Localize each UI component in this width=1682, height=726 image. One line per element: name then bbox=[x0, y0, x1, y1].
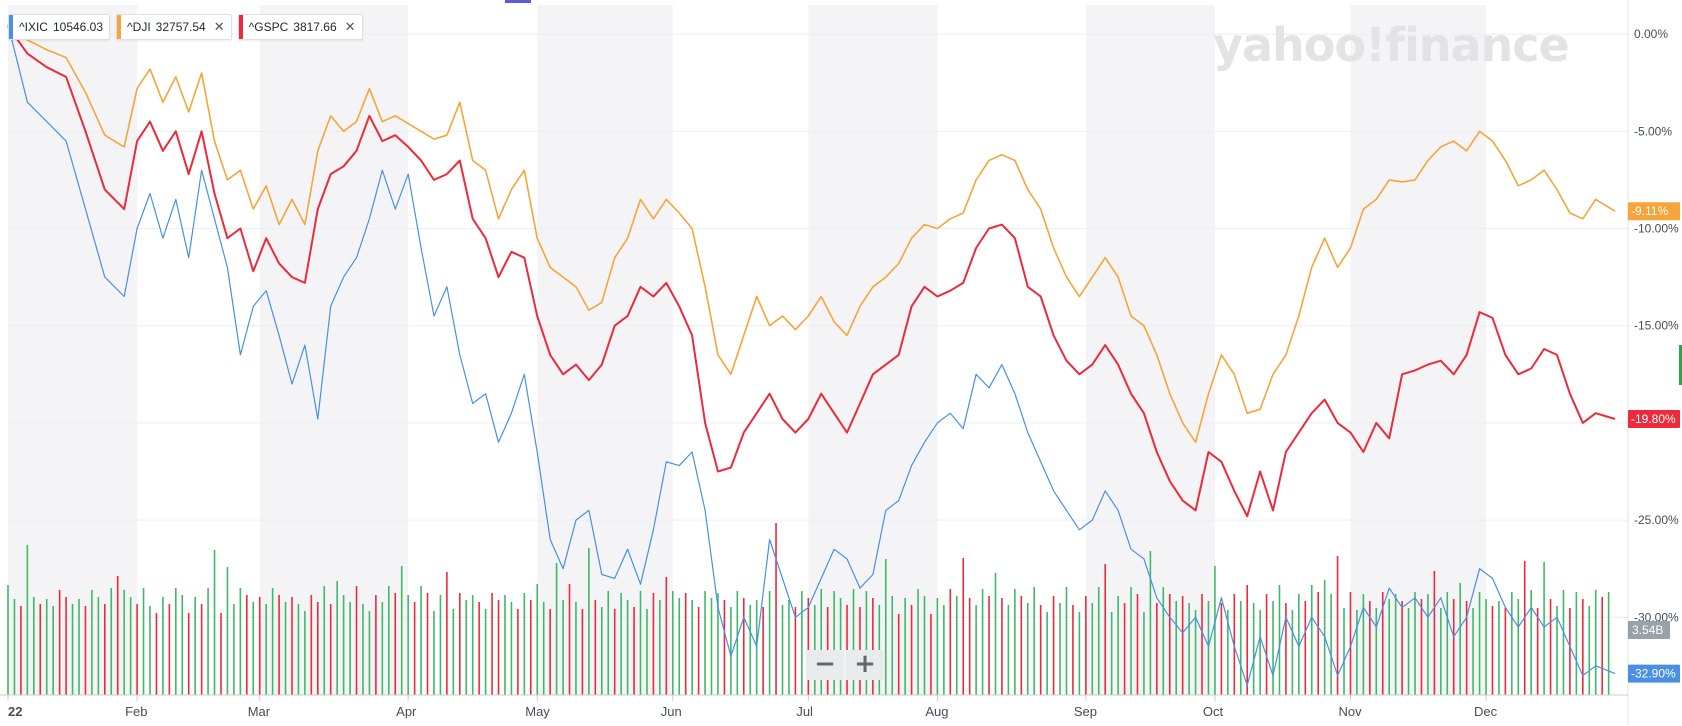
legend-symbol: ^GSPC bbox=[248, 20, 289, 34]
yahoo-finance-watermark: yahoo!finance bbox=[1213, 18, 1570, 72]
end-labels: -32.90% -9.11% -19.80% 3.54B bbox=[1628, 202, 1680, 683]
series-line-gspc bbox=[7, 25, 1616, 518]
legend-swatch bbox=[117, 15, 122, 39]
x-tick-label: Jul bbox=[796, 704, 813, 719]
range-indicator bbox=[505, 0, 531, 3]
x-tick-label: Jun bbox=[661, 704, 682, 719]
y-tick-label: -5.00% bbox=[1634, 124, 1672, 138]
y-tick-label: -30.00% bbox=[1634, 610, 1679, 624]
x-tick-label: Oct bbox=[1203, 704, 1224, 719]
end-label: -32.90% bbox=[1631, 667, 1676, 681]
x-tick-label: Feb bbox=[125, 704, 147, 719]
y-tick-label: 0.00% bbox=[1634, 27, 1668, 41]
end-label: -19.80% bbox=[1631, 412, 1676, 426]
zoom-in-button[interactable]: + bbox=[846, 650, 884, 680]
zoom-out-button[interactable]: − bbox=[806, 650, 844, 680]
legend-symbol: ^DJI bbox=[127, 20, 151, 34]
legend-value: 32757.54 bbox=[155, 20, 206, 34]
x-axis: 22 Feb Mar Apr May Jun Jul Aug Sep Oct Nov Dec bbox=[0, 694, 1628, 719]
legend-symbol: ^IXIC bbox=[19, 20, 48, 34]
legend-chip-dji[interactable]: ^DJI 32757.54 ✕ bbox=[116, 14, 232, 40]
x-tick-label: Apr bbox=[396, 704, 417, 719]
legend-swatch bbox=[9, 15, 13, 39]
scroll-handle[interactable] bbox=[1679, 345, 1682, 385]
y-tick-label: -15.00% bbox=[1634, 319, 1679, 333]
series-line-dji bbox=[7, 25, 1616, 444]
volume-label: 3.54B bbox=[1632, 623, 1663, 637]
legend: ^IXIC 10546.03 ^DJI 32757.54 ✕ ^GSPC 381… bbox=[8, 14, 363, 40]
month-band bbox=[259, 5, 409, 695]
y-tick-label: -10.00% bbox=[1634, 222, 1679, 236]
zoom-controls: − + bbox=[806, 650, 884, 680]
volume-badge bbox=[1628, 621, 1670, 639]
legend-value: 3817.66 bbox=[293, 20, 337, 34]
end-label-badge bbox=[1628, 664, 1680, 683]
legend-swatch bbox=[238, 15, 243, 39]
close-icon[interactable]: ✕ bbox=[344, 19, 356, 34]
end-label: -9.11% bbox=[1631, 204, 1668, 218]
legend-chip-ixic[interactable]: ^IXIC 10546.03 bbox=[8, 14, 111, 40]
month-band bbox=[537, 5, 673, 695]
month-band bbox=[808, 5, 938, 695]
month-band bbox=[1350, 5, 1487, 695]
legend-value: 10546.03 bbox=[52, 20, 104, 34]
month-bands bbox=[8, 5, 1487, 695]
x-tick-label: Mar bbox=[248, 704, 271, 719]
x-tick-label: May bbox=[525, 704, 550, 719]
y-axis: 0.00%-5.00%-10.00%-15.00%-20.00%-25.00%-… bbox=[1627, 0, 1679, 726]
x-tick-label: 22 bbox=[8, 704, 22, 719]
end-label-badge bbox=[1628, 202, 1680, 221]
end-label-badge bbox=[1628, 410, 1680, 428]
series-lines bbox=[7, 24, 1616, 686]
close-icon[interactable]: ✕ bbox=[213, 19, 225, 34]
gridlines bbox=[8, 33, 1628, 618]
legend-chip-gspc[interactable]: ^GSPC 3817.66 ✕ bbox=[237, 14, 363, 40]
y-tick-label: -25.00% bbox=[1634, 513, 1679, 527]
x-tick-label: Sep bbox=[1074, 704, 1097, 719]
x-tick-label: Dec bbox=[1474, 704, 1498, 719]
x-tick-label: Aug bbox=[925, 704, 948, 719]
x-tick-label: Nov bbox=[1338, 704, 1362, 719]
month-band bbox=[8, 5, 138, 695]
series-line-ixic bbox=[7, 24, 1616, 686]
